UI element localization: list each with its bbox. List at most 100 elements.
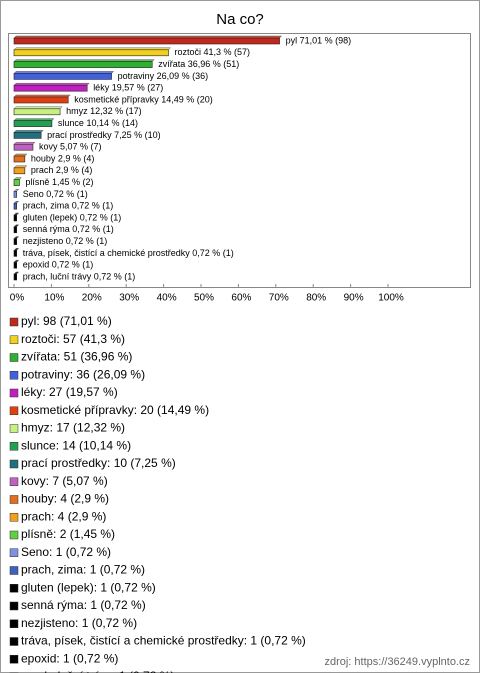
bar (13, 179, 20, 186)
bar-label: prach, luční trávy 0,72 % (1) (23, 271, 136, 281)
legend-label: slunce: 14 (10,14 %) (21, 438, 131, 452)
bar (13, 238, 17, 245)
legend-label: prací prostředky: 10 (7,25 %) (21, 456, 176, 470)
bar-label: prací prostředky 7,25 % (10) (47, 130, 161, 140)
x-tick-label: 80% (306, 293, 326, 304)
legend-label: prach, zima: 1 (0,72 %) (21, 563, 145, 577)
bar-top (13, 141, 36, 145)
bar (13, 49, 169, 57)
bar-label: gluten (lepek) 0,72 % (1) (23, 212, 122, 222)
legend-swatch (9, 566, 19, 575)
bar-label: epoxid 0,72 % (1) (23, 260, 94, 270)
bar (13, 250, 17, 257)
x-tick-label: 70% (269, 293, 289, 304)
bar-top (13, 118, 55, 121)
legend-label: léky: 27 (19,57 %) (21, 385, 118, 399)
bar (13, 214, 17, 222)
bar-label: zvířata 36,96 % (51) (158, 59, 239, 69)
legend-swatch (9, 584, 19, 593)
bar-top (13, 94, 71, 98)
bar (13, 61, 153, 68)
bar (13, 191, 17, 198)
x-tick-label: 60% (231, 293, 251, 304)
bar (13, 167, 26, 175)
x-tick-label: 40% (157, 293, 177, 304)
bar-top (13, 82, 90, 86)
legend-swatch (9, 317, 19, 327)
legend-label: hmyz: 17 (12,32 %) (21, 421, 125, 435)
legend-swatch (9, 495, 19, 504)
legend-label: prach: 4 (2,9 %) (21, 509, 106, 523)
legend-swatch (9, 424, 19, 433)
bar-label: hmyz 12,32 % (17) (66, 106, 142, 116)
legend-swatch (9, 406, 19, 415)
bar (13, 84, 88, 92)
bar-label: Seno 0,72 % (1) (23, 189, 88, 199)
bar (13, 143, 34, 151)
bar (13, 202, 17, 210)
legend-label: pyl: 98 (71,01 %) (21, 314, 112, 328)
legend-swatch (9, 335, 19, 344)
legend-label: Seno: 1 (0,72 %) (21, 545, 111, 559)
bar-label: prach, zima 0,72 % (1) (23, 201, 114, 211)
legend-swatch (9, 371, 19, 380)
legend-label: gluten (lepek): 1 (0,72 %) (21, 580, 156, 594)
bar (13, 73, 112, 80)
legend-label: potraviny: 36 (26,09 %) (21, 367, 145, 381)
bar-top (13, 71, 115, 74)
x-tick-label: 20% (82, 293, 102, 304)
bar-label: plísně 1,45 % (2) (25, 177, 93, 187)
legend-swatch (9, 459, 19, 469)
legend-swatch (9, 513, 19, 522)
bar (13, 132, 42, 139)
x-tick-label: 50% (194, 293, 214, 304)
source: zdroj: https://36249.vyplnto.cz (324, 656, 470, 668)
bar-top (13, 153, 28, 157)
legend-swatch (9, 637, 19, 646)
bar (13, 37, 280, 45)
legend-label: plísně: 2 (1,45 %) (21, 527, 115, 541)
bar-top (13, 165, 28, 169)
legend-label: kovy: 7 (5,07 %) (21, 474, 108, 488)
bar-label: nezjisteno 0,72 % (1) (23, 236, 108, 246)
legend-swatch (9, 477, 19, 486)
bar-label: pyl 71,01 % (98) (286, 35, 352, 45)
chart-title: Na co? (216, 11, 264, 28)
legend-label: prach, luční trávy: 1 (0,72 %) (21, 669, 174, 673)
x-tick-label: 100% (378, 293, 404, 304)
legend-swatch (9, 619, 19, 628)
bar-top (13, 130, 44, 133)
bar (13, 120, 53, 127)
bar (13, 96, 69, 104)
bar-label: slunce 10,14 % (14) (58, 118, 138, 128)
legend-swatch (9, 442, 19, 451)
bar (13, 155, 26, 163)
bar-label: roztoči 41,3 % (57) (174, 47, 250, 57)
legend-label: houby: 4 (2,9 %) (21, 492, 109, 506)
bar-label: senná rýma 0,72 % (1) (23, 224, 114, 234)
bar (13, 261, 17, 269)
legend-label: kosmetické přípravky: 20 (14,49 %) (21, 403, 209, 417)
bar (13, 226, 17, 234)
legend-swatch (9, 601, 19, 611)
legend-label: epoxid: 1 (0,72 %) (21, 651, 118, 665)
x-tick-label: 0% (10, 293, 25, 304)
bar-label: léky 19,57 % (27) (93, 83, 163, 93)
bar-label: houby 2,9 % (4) (31, 153, 95, 163)
legend-swatch (9, 388, 19, 398)
bar (13, 273, 17, 281)
x-tick-label: 30% (119, 293, 139, 304)
bar-label: tráva, písek, čistící a chemické prostře… (23, 248, 234, 258)
legend-swatch (9, 655, 19, 664)
bar (13, 108, 61, 116)
legend-label: zvířata: 51 (36,96 %) (21, 350, 132, 364)
legend-swatch (9, 353, 19, 362)
legend-label: senná rýma: 1 (0,72 %) (21, 598, 146, 612)
legend-label: tráva, písek, čistící a chemické prostře… (21, 634, 306, 648)
x-tick-label: 90% (344, 293, 364, 304)
legend-swatch (9, 530, 19, 540)
legend-swatch (9, 548, 19, 557)
legend-label: roztoči: 57 (41,3 %) (21, 332, 125, 346)
bar-top (13, 106, 63, 110)
